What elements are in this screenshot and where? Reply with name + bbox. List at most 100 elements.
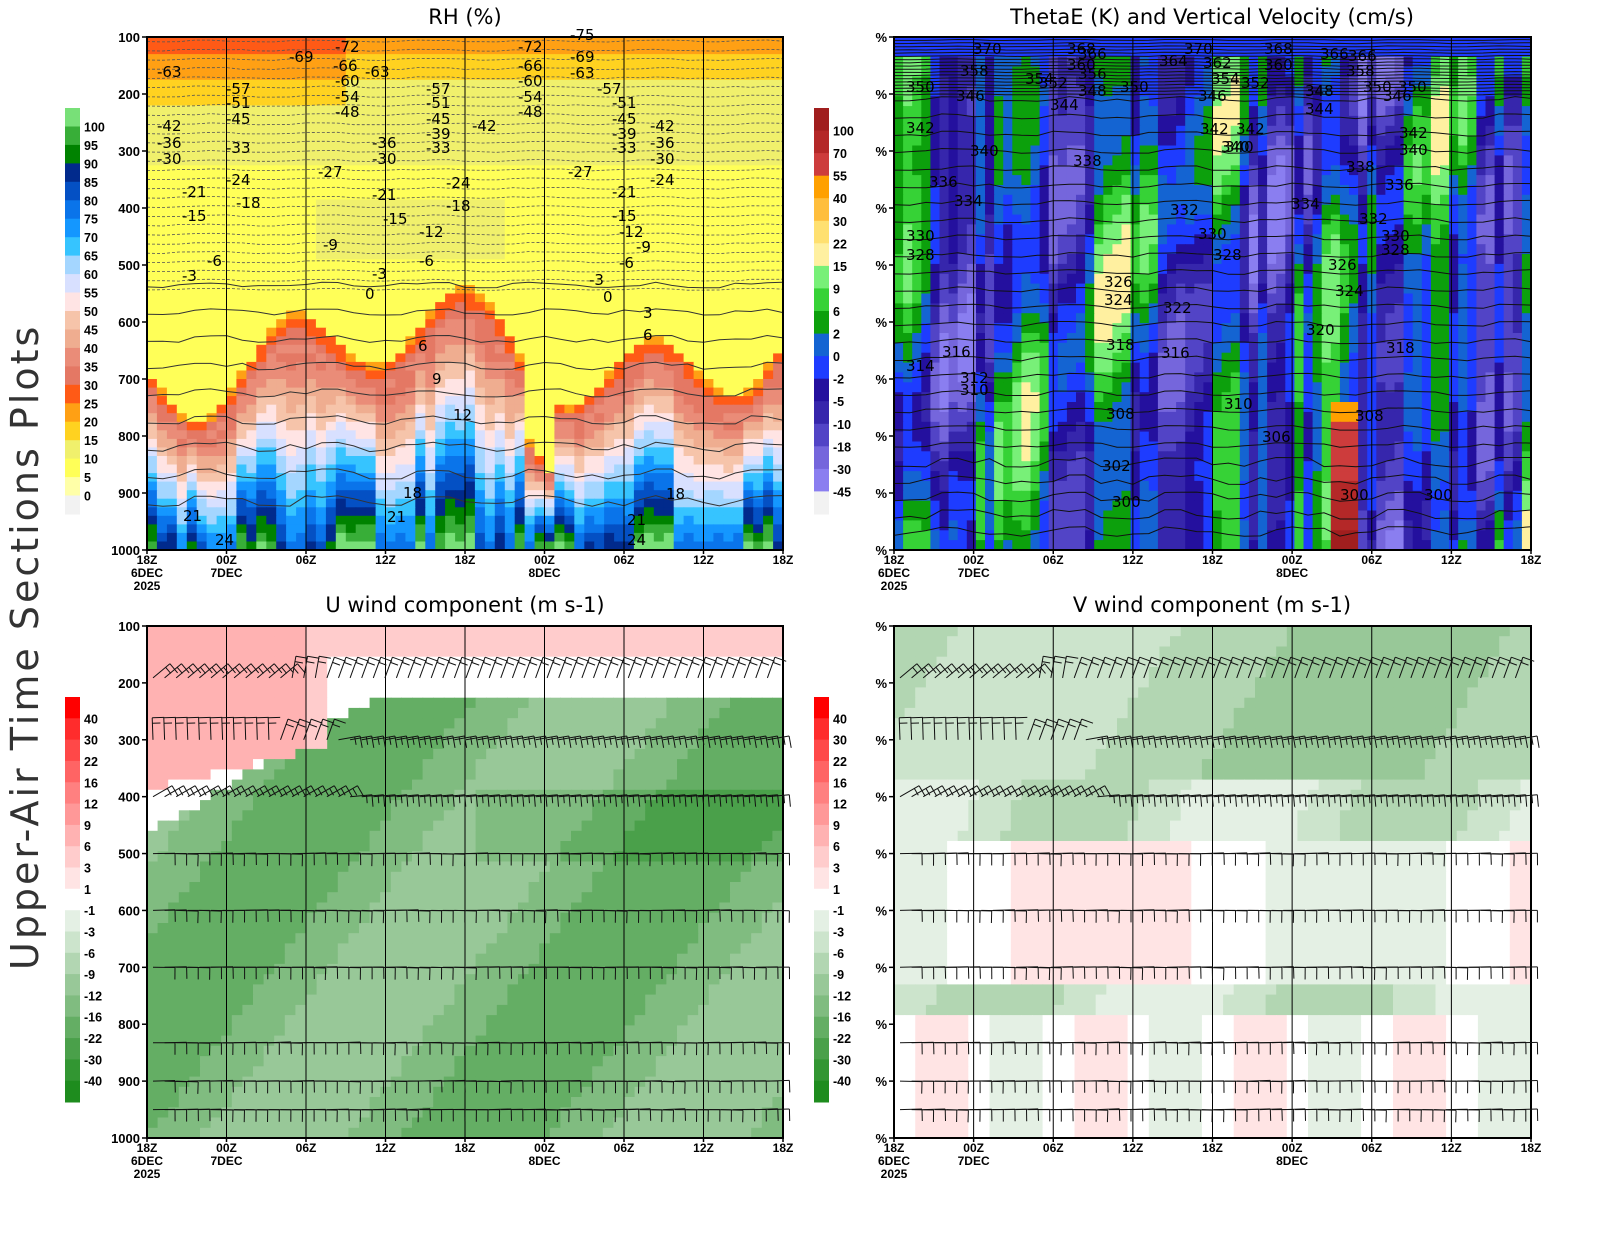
field-cell [763, 353, 774, 363]
field-cell [474, 310, 486, 320]
field-cell [763, 481, 774, 491]
field-cell [584, 481, 595, 491]
field-cell [574, 233, 585, 243]
field-cell [236, 62, 247, 72]
field-cell [604, 114, 615, 124]
field-cell [653, 88, 665, 98]
field-cell [743, 498, 754, 508]
field-cell [504, 216, 516, 226]
field-cell [395, 122, 406, 132]
field-cell [216, 45, 228, 55]
field-cell [594, 208, 605, 218]
field-cell [534, 242, 546, 252]
field-cell [405, 259, 416, 269]
field-cell [345, 62, 357, 72]
field-cell [315, 54, 327, 64]
field-cell [514, 233, 526, 243]
field-cell [693, 524, 705, 534]
field-cell [166, 190, 178, 201]
field-cell [156, 208, 168, 218]
field-cell [524, 54, 536, 64]
field-cell [643, 344, 655, 354]
field-cell [355, 250, 367, 260]
field-cell [624, 156, 635, 166]
field-cell [1157, 135, 1168, 147]
field-cell [643, 396, 655, 406]
field-cell [375, 139, 387, 149]
field-cell [514, 71, 526, 81]
field-cell [753, 473, 764, 483]
field-cell [504, 105, 516, 115]
field-cell [544, 438, 555, 449]
field-cell [1039, 106, 1050, 117]
field-cell [1112, 125, 1123, 137]
field-cell [455, 250, 466, 260]
field-cell [415, 105, 426, 115]
field-cell [1358, 145, 1368, 156]
field-cell [743, 156, 754, 166]
field-cell [504, 156, 516, 166]
field-cell [415, 122, 426, 132]
field-cell [554, 233, 565, 243]
field-cell [703, 250, 714, 260]
field-cell [743, 344, 754, 354]
field-cell [266, 344, 277, 354]
field-cell [624, 71, 635, 81]
field-cell [226, 498, 237, 508]
field-cell [484, 105, 496, 115]
field-cell [504, 190, 516, 201]
field-cell [574, 122, 585, 132]
field-cell [385, 473, 396, 483]
field-cell [633, 165, 645, 175]
field-cell [544, 498, 555, 508]
field-cell [425, 473, 436, 483]
field-cell [465, 105, 476, 115]
field-cell [166, 413, 178, 423]
field-cell [743, 105, 754, 115]
field-cell [584, 216, 595, 226]
field-cell [196, 173, 208, 183]
field-cell [723, 208, 734, 218]
field-cell [504, 456, 516, 466]
field-cell [733, 79, 744, 89]
field-cell [465, 319, 476, 329]
field-cell [455, 71, 466, 81]
field-cell [673, 122, 685, 132]
field-cell [286, 122, 297, 132]
field-cell [286, 96, 297, 107]
field-cell [405, 438, 416, 449]
field-cell [614, 199, 625, 209]
field-cell [743, 481, 754, 491]
field-cell [415, 456, 426, 466]
field-cell [494, 182, 506, 192]
field-cell [216, 413, 228, 423]
field-cell [345, 250, 357, 260]
field-cell [206, 139, 218, 149]
field-cell [335, 233, 347, 243]
field-cell [166, 148, 178, 158]
field-cell [713, 327, 724, 337]
field-cell [325, 225, 337, 235]
field-cell [365, 79, 377, 89]
field-cell [1030, 145, 1041, 156]
field-cell [753, 122, 764, 132]
field-cell [683, 131, 695, 141]
field-cell [186, 182, 198, 192]
field-cell [1139, 125, 1150, 137]
field-cell [355, 37, 367, 47]
field-cell [633, 353, 645, 363]
field-cell [425, 173, 436, 183]
field-cell [246, 524, 257, 534]
field-cell [504, 199, 516, 209]
field-cell [166, 96, 178, 107]
field-cell [544, 276, 555, 286]
field-cell [216, 190, 228, 201]
field-cell [514, 267, 526, 278]
field-cell [524, 233, 536, 243]
field-cell [246, 225, 257, 235]
field-cell [653, 208, 665, 218]
field-cell [713, 481, 724, 491]
field-cell [345, 165, 357, 175]
field-cell [325, 54, 337, 64]
field-cell [584, 190, 595, 201]
